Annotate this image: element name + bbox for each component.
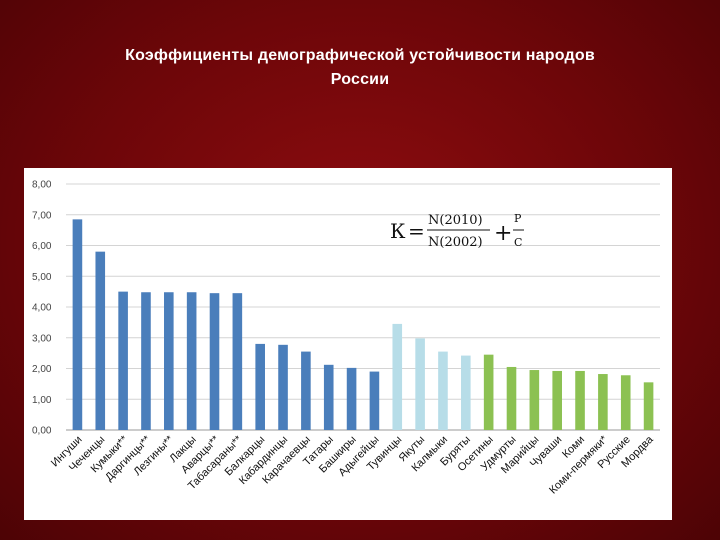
formula-lhs: К — [390, 219, 406, 243]
x-axis-labels: ИнгушиЧеченцыКумыки**Даргинцы**Лезгины**… — [49, 433, 656, 496]
bar — [552, 370, 562, 430]
bar — [118, 291, 128, 430]
formula-equals: = — [408, 219, 425, 243]
bar — [141, 292, 151, 430]
bar — [369, 371, 380, 430]
y-tick-label: 3,00 — [32, 333, 52, 344]
bar — [415, 338, 425, 430]
bar — [598, 374, 608, 430]
bar — [95, 251, 106, 430]
chart-grid — [66, 183, 660, 431]
bar — [232, 293, 243, 430]
bar — [255, 343, 265, 430]
formula-numerator: N(2010) — [428, 213, 483, 228]
bar — [278, 344, 288, 430]
y-tick-label: 4,00 — [32, 303, 52, 314]
formula: К = N(2010) N(2002) + P C — [390, 212, 524, 250]
y-axis-ticks: 0,00 1,00 2,00 3,00 4,00 5,00 6,00 7,00 8,00 — [32, 180, 52, 437]
bar — [72, 219, 83, 430]
bar — [620, 375, 631, 430]
bar — [506, 366, 517, 430]
bar — [346, 367, 357, 430]
y-tick-label: 5,00 — [32, 272, 52, 283]
chart-panel: 0,00 1,00 2,00 3,00 4,00 5,00 6,00 7,00 8,00 Инг… — [24, 168, 672, 520]
bar-chart: 0,00 1,00 2,00 3,00 4,00 5,00 6,00 7,00 8,00 Инг… — [32, 180, 660, 496]
bar — [323, 364, 334, 430]
page-title-line-2: России — [330, 71, 390, 88]
bar — [186, 292, 197, 430]
bar — [643, 382, 654, 430]
y-tick-label: 8,00 — [32, 180, 52, 191]
y-tick-label: 6,00 — [32, 241, 52, 252]
bar — [438, 351, 448, 430]
bar — [301, 351, 311, 430]
bar — [209, 293, 220, 430]
page-title: Коэффициенты демографической устойчивост… — [40, 44, 680, 92]
y-tick-label: 7,00 — [32, 210, 52, 221]
formula-denominator: N(2002) — [428, 235, 483, 250]
y-tick-label: 2,00 — [32, 364, 52, 375]
formula-c: C — [514, 236, 522, 249]
bar — [392, 323, 403, 430]
chart-bars — [72, 219, 654, 430]
bar — [164, 292, 174, 430]
bar — [575, 370, 585, 430]
y-tick-label: 1,00 — [32, 395, 52, 406]
bar — [461, 355, 471, 430]
page-title-line-1: Коэффициенты демографической устойчивост… — [125, 47, 595, 64]
bar — [529, 370, 540, 430]
formula-p: P — [514, 212, 522, 225]
y-tick-label: 0,00 — [32, 426, 52, 437]
formula-plus: + — [494, 221, 512, 246]
bar — [483, 354, 494, 430]
